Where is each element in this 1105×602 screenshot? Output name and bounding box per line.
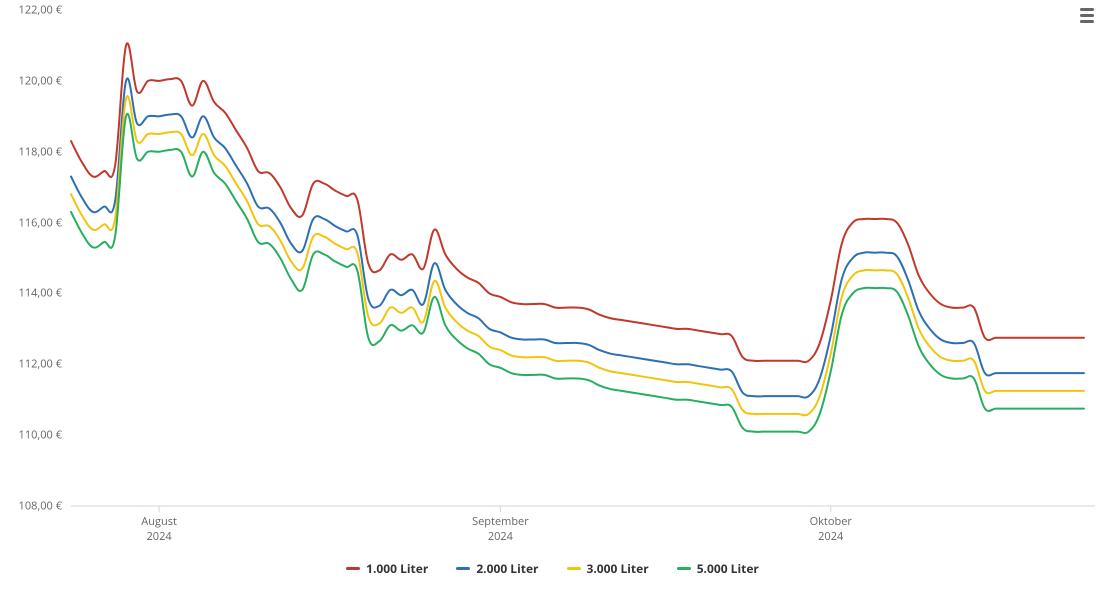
legend-label: 1.000 Liter [366, 560, 428, 577]
chart-menu-icon[interactable] [1075, 4, 1099, 26]
legend-item[interactable]: 1.000 Liter [346, 560, 428, 577]
series-line-0[interactable] [71, 43, 1084, 362]
y-tick-label: 120,00 € [19, 73, 62, 88]
legend-swatch [677, 567, 691, 570]
legend-label: 3.000 Liter [587, 560, 649, 577]
y-tick-label: 116,00 € [19, 215, 62, 230]
legend-swatch [346, 567, 360, 570]
legend-item[interactable]: 5.000 Liter [677, 560, 759, 577]
legend-item[interactable]: 3.000 Liter [567, 560, 649, 577]
chart-legend: 1.000 Liter 2.000 Liter 3.000 Liter 5.000 L… [0, 560, 1105, 577]
legend-label: 5.000 Liter [697, 560, 759, 577]
y-tick-label: 112,00 € [19, 357, 62, 372]
legend-item[interactable]: 2.000 Liter [456, 560, 538, 577]
y-tick-label: 108,00 € [19, 499, 62, 514]
price-chart: 108,00 € 110,00 € 112,00 € 114,00 € 116,00 €… [0, 0, 1105, 602]
x-tick-label: Oktober2024 [810, 515, 852, 545]
y-tick-label: 110,00 € [19, 428, 62, 443]
y-tick-label: 114,00 € [19, 286, 62, 301]
y-tick-label: 122,00 € [19, 3, 62, 18]
y-tick-label: 118,00 € [19, 144, 62, 159]
series-line-3[interactable] [71, 114, 1084, 433]
legend-swatch [567, 567, 581, 570]
legend-label: 2.000 Liter [476, 560, 538, 577]
legend-swatch [456, 567, 470, 570]
x-tick-label: September2024 [472, 515, 529, 545]
x-tick-label: August2024 [141, 515, 177, 545]
chart-plot-area [0, 0, 1105, 602]
